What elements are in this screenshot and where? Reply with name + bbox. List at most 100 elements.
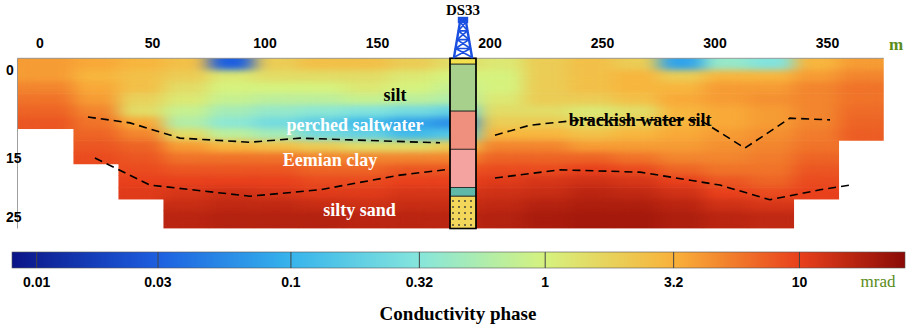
cell bbox=[209, 164, 254, 176]
colorbar-tick-label: 10 bbox=[792, 274, 808, 290]
cell bbox=[344, 187, 389, 199]
cell bbox=[659, 140, 704, 152]
cell bbox=[659, 58, 704, 70]
cell bbox=[839, 58, 884, 70]
y-axis-line bbox=[17, 58, 18, 228]
cell bbox=[659, 152, 704, 164]
cell bbox=[209, 176, 254, 188]
cell bbox=[74, 58, 119, 70]
cell bbox=[659, 176, 704, 188]
cell bbox=[614, 82, 659, 94]
cell bbox=[74, 140, 119, 152]
cell bbox=[524, 199, 569, 211]
colorbar-tick bbox=[36, 252, 37, 268]
cell bbox=[659, 129, 704, 141]
cell bbox=[749, 70, 794, 82]
cell bbox=[18, 117, 74, 129]
cell bbox=[794, 129, 839, 141]
x-tick-label: 150 bbox=[366, 35, 390, 51]
cell bbox=[749, 140, 794, 152]
cell bbox=[74, 94, 119, 106]
cell bbox=[524, 58, 569, 70]
cell bbox=[164, 164, 209, 176]
cell bbox=[614, 129, 659, 141]
cell bbox=[254, 211, 299, 229]
cell bbox=[569, 94, 614, 106]
cell bbox=[704, 164, 749, 176]
cell bbox=[794, 176, 839, 188]
cells bbox=[18, 58, 884, 228]
cell bbox=[794, 82, 839, 94]
cell bbox=[524, 129, 569, 141]
cell bbox=[119, 140, 164, 152]
colorbar-tick-label: 0.01 bbox=[23, 274, 50, 290]
cell bbox=[299, 82, 344, 94]
cell bbox=[119, 70, 164, 82]
cell bbox=[524, 187, 569, 199]
cell bbox=[389, 187, 434, 199]
cell bbox=[749, 117, 794, 129]
cell bbox=[794, 140, 839, 152]
plot-area bbox=[18, 58, 884, 228]
cell bbox=[299, 58, 344, 70]
cell bbox=[839, 70, 884, 82]
cell bbox=[659, 94, 704, 106]
cell bbox=[794, 58, 839, 70]
cell bbox=[209, 117, 254, 129]
cell bbox=[119, 164, 164, 176]
cell bbox=[614, 176, 659, 188]
cell bbox=[524, 211, 569, 229]
cell bbox=[749, 105, 794, 117]
cell bbox=[119, 187, 164, 199]
cell bbox=[209, 82, 254, 94]
cell bbox=[614, 187, 659, 199]
cell bbox=[479, 211, 524, 229]
colorbar-tick-label: 0.32 bbox=[406, 274, 433, 290]
cell bbox=[254, 82, 299, 94]
cell bbox=[614, 199, 659, 211]
cell bbox=[164, 70, 209, 82]
layer-label: silty sand bbox=[323, 200, 396, 220]
cell bbox=[164, 117, 209, 129]
cell bbox=[479, 117, 524, 129]
x-tick-label: 200 bbox=[478, 35, 502, 51]
cell bbox=[749, 58, 794, 70]
x-tick-label: 350 bbox=[816, 35, 840, 51]
colorbar-tick bbox=[545, 252, 546, 268]
background bbox=[0, 0, 916, 331]
layer-label: brackish water silt bbox=[569, 110, 712, 130]
borehole-layer bbox=[450, 64, 476, 111]
cell bbox=[344, 58, 389, 70]
cell bbox=[704, 140, 749, 152]
cell bbox=[839, 94, 884, 106]
cell bbox=[524, 94, 569, 106]
cell bbox=[389, 152, 434, 164]
layer-label: Eemian clay bbox=[283, 150, 378, 170]
cell bbox=[344, 70, 389, 82]
cell bbox=[794, 70, 839, 82]
cell bbox=[164, 140, 209, 152]
colorbar-tick-label: 0.03 bbox=[144, 274, 171, 290]
cell bbox=[614, 211, 659, 229]
cell bbox=[659, 199, 704, 211]
x-axis-label: m bbox=[889, 35, 903, 54]
cell bbox=[839, 129, 884, 141]
cell bbox=[794, 105, 839, 117]
borehole-layer bbox=[450, 196, 476, 228]
cell bbox=[164, 105, 209, 117]
cell bbox=[18, 94, 74, 106]
cell bbox=[254, 94, 299, 106]
cell bbox=[659, 211, 704, 229]
cell bbox=[704, 176, 749, 188]
cell bbox=[209, 129, 254, 141]
cell bbox=[209, 58, 254, 70]
cell bbox=[209, 187, 254, 199]
cell bbox=[479, 164, 524, 176]
derrick-legs bbox=[454, 22, 472, 57]
cell bbox=[704, 199, 749, 211]
cell bbox=[794, 94, 839, 106]
borehole-name: DS33 bbox=[446, 2, 480, 18]
x-tick-label: 300 bbox=[703, 35, 727, 51]
cell bbox=[569, 199, 614, 211]
cell bbox=[659, 70, 704, 82]
